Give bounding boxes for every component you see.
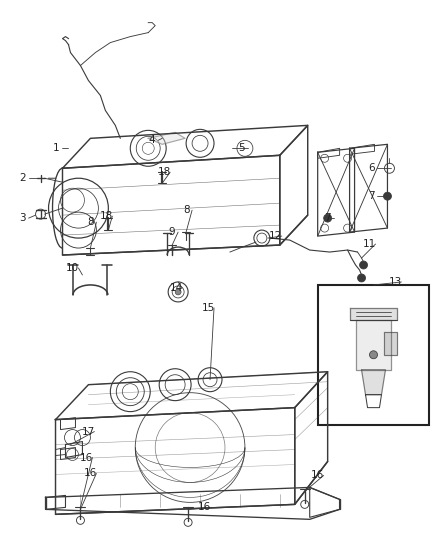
Polygon shape [385, 332, 397, 355]
Text: 8: 8 [183, 205, 189, 215]
Circle shape [360, 261, 367, 269]
Polygon shape [148, 132, 185, 144]
Text: 16: 16 [311, 471, 324, 480]
Text: 14: 14 [170, 283, 183, 293]
Text: 16: 16 [198, 503, 211, 512]
Text: 11: 11 [363, 239, 376, 249]
Polygon shape [361, 370, 385, 394]
Text: 9: 9 [169, 227, 176, 237]
Text: 15: 15 [201, 303, 215, 313]
Text: 1: 1 [53, 143, 60, 154]
Text: 17: 17 [82, 426, 95, 437]
Circle shape [384, 192, 392, 200]
Text: 6: 6 [368, 163, 375, 173]
Text: 7: 7 [368, 191, 375, 201]
Text: 16: 16 [84, 469, 97, 479]
Text: 4: 4 [149, 135, 155, 146]
Text: 8: 8 [87, 217, 94, 227]
Text: 18: 18 [100, 211, 113, 221]
Text: 5: 5 [239, 143, 245, 154]
Text: 18: 18 [158, 167, 171, 177]
Circle shape [175, 289, 181, 295]
Bar [318, 285, 429, 425]
Text: 7: 7 [325, 213, 331, 223]
Text: 12: 12 [269, 231, 283, 241]
Circle shape [357, 274, 366, 282]
Circle shape [324, 214, 332, 222]
Text: 16: 16 [80, 453, 93, 463]
Circle shape [370, 351, 378, 359]
Text: 3: 3 [19, 213, 26, 223]
Text: 2: 2 [19, 173, 26, 183]
Polygon shape [350, 308, 397, 320]
Text: 10: 10 [66, 263, 79, 273]
Text: 13: 13 [389, 277, 402, 287]
Polygon shape [356, 320, 392, 370]
